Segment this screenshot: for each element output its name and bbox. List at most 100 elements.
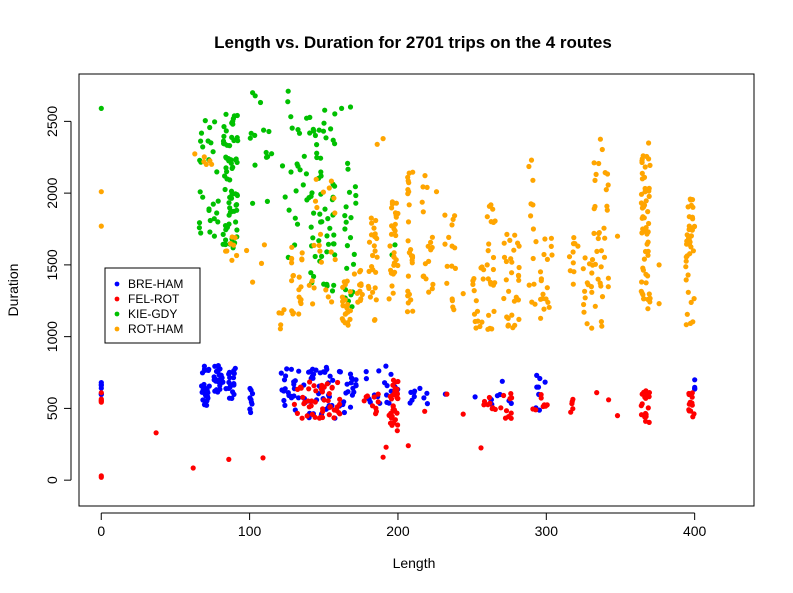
data-point	[257, 99, 264, 106]
data-point	[395, 395, 401, 402]
data-point	[596, 160, 602, 167]
data-point	[369, 220, 375, 226]
data-point	[683, 277, 689, 283]
data-point	[281, 307, 287, 313]
data-point	[335, 379, 341, 386]
data-point	[343, 219, 349, 225]
data-point	[542, 236, 548, 242]
data-point	[605, 182, 611, 188]
data-point	[279, 163, 286, 169]
data-point	[98, 473, 104, 479]
legend-marker-bre-ham	[114, 281, 120, 287]
data-point	[324, 249, 330, 255]
data-point	[545, 299, 551, 305]
data-point	[686, 407, 692, 413]
data-point	[372, 248, 378, 254]
data-point	[388, 410, 394, 417]
data-point	[306, 404, 312, 410]
data-point	[599, 294, 606, 300]
data-point	[491, 308, 497, 314]
data-point	[568, 409, 574, 415]
data-point	[289, 260, 295, 266]
data-point	[490, 266, 496, 273]
data-point	[516, 316, 522, 322]
data-point	[690, 414, 696, 420]
data-point	[316, 242, 322, 248]
data-point	[231, 368, 237, 374]
data-point	[592, 261, 599, 267]
data-point	[597, 280, 603, 286]
data-point	[393, 212, 399, 218]
data-point	[320, 189, 326, 195]
x-tick-label: 300	[535, 523, 559, 539]
data-point	[358, 281, 364, 287]
data-point	[233, 219, 239, 225]
data-point	[190, 465, 196, 471]
data-point	[348, 375, 355, 381]
data-point	[284, 366, 290, 372]
data-point	[361, 398, 367, 404]
data-point	[391, 250, 397, 256]
data-point	[248, 399, 254, 405]
data-point	[420, 209, 426, 215]
data-point	[346, 189, 353, 195]
data-point	[213, 376, 219, 382]
y-tick-label: 2500	[44, 106, 60, 137]
data-point	[200, 194, 206, 200]
data-point	[248, 130, 254, 136]
data-point	[202, 367, 208, 373]
data-point	[442, 212, 448, 218]
data-point	[308, 224, 314, 230]
data-point	[312, 399, 318, 405]
data-point	[405, 443, 411, 449]
data-point	[222, 186, 228, 193]
data-point	[638, 412, 645, 418]
data-point	[643, 395, 649, 401]
data-point	[328, 178, 334, 184]
data-point	[548, 235, 555, 241]
data-point	[641, 389, 647, 395]
data-point	[299, 415, 305, 421]
data-point	[410, 308, 416, 314]
data-point	[390, 271, 396, 277]
data-point	[528, 157, 535, 163]
data-point	[318, 259, 324, 265]
data-point	[645, 306, 651, 312]
data-point	[526, 282, 532, 288]
data-point	[388, 231, 395, 237]
data-point	[309, 411, 315, 417]
data-point	[429, 286, 435, 292]
data-point	[215, 198, 221, 204]
data-point	[342, 282, 348, 288]
data-point	[317, 211, 323, 217]
data-point	[227, 241, 234, 247]
data-point	[391, 262, 397, 268]
data-point	[405, 288, 411, 294]
data-point	[212, 388, 218, 394]
points-layer	[98, 88, 698, 480]
data-point	[226, 385, 232, 391]
data-point	[606, 397, 612, 403]
data-point	[296, 311, 302, 317]
data-point	[313, 176, 319, 182]
data-point	[229, 257, 235, 263]
data-point	[593, 171, 599, 177]
data-point	[296, 274, 302, 280]
data-point	[327, 404, 333, 410]
data-point	[407, 400, 413, 406]
data-point	[347, 289, 353, 295]
data-point	[388, 267, 394, 273]
data-point	[405, 273, 411, 279]
data-point	[405, 293, 411, 299]
data-point	[342, 297, 348, 303]
x-axis-label: Length	[393, 555, 436, 571]
data-point	[337, 369, 343, 375]
data-point	[424, 401, 430, 407]
data-point	[511, 247, 517, 253]
data-point	[320, 128, 327, 134]
legend-label-kie-gdy: KIE-GDY	[128, 307, 177, 321]
data-point	[332, 252, 338, 258]
data-point	[347, 308, 353, 314]
data-point	[375, 399, 381, 405]
data-point	[392, 408, 398, 414]
